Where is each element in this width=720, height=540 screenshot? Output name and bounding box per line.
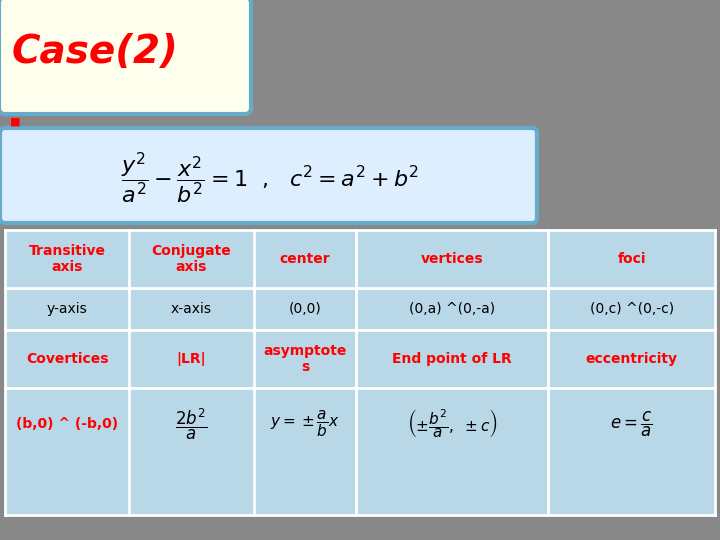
Text: $e = \dfrac{c}{a}$: $e = \dfrac{c}{a}$: [610, 409, 653, 438]
Text: foci: foci: [617, 252, 646, 266]
Text: ■: ■: [10, 117, 20, 127]
Text: $\dfrac{y^2}{a^2} - \dfrac{x^2}{b^2} = 1$  ,   $c^2 = a^2 + b^2$: $\dfrac{y^2}{a^2} - \dfrac{x^2}{b^2} = 1…: [121, 150, 419, 206]
Text: End point of LR: End point of LR: [392, 352, 512, 366]
Text: asymptote
s: asymptote s: [264, 344, 346, 374]
FancyBboxPatch shape: [0, 128, 537, 223]
Text: (0,c) ^(0,-c): (0,c) ^(0,-c): [590, 302, 674, 316]
Text: eccentricity: eccentricity: [585, 352, 678, 366]
Text: (b,0) ^ (-b,0): (b,0) ^ (-b,0): [16, 417, 118, 431]
Bar: [5, 230, 715, 515]
Text: x-axis: x-axis: [171, 302, 212, 316]
Text: |LR|: |LR|: [176, 352, 206, 366]
Text: $y = \pm\dfrac{a}{b}x$: $y = \pm\dfrac{a}{b}x$: [270, 409, 340, 439]
Text: Covertices: Covertices: [26, 352, 109, 366]
Text: center: center: [279, 252, 330, 266]
Text: Conjugate
axis: Conjugate axis: [151, 244, 231, 274]
Text: $\left(\pm\dfrac{b^2}{a},\ \pm c\right)$: $\left(\pm\dfrac{b^2}{a},\ \pm c\right)$: [407, 408, 498, 441]
Text: Transitive
axis: Transitive axis: [29, 244, 106, 274]
Text: y-axis: y-axis: [47, 302, 88, 316]
Text: (0,0): (0,0): [289, 302, 321, 316]
Text: vertices: vertices: [421, 252, 484, 266]
Text: $\dfrac{2b^2}{a}$: $\dfrac{2b^2}{a}$: [175, 406, 207, 442]
Text: (0,a) ^(0,-a): (0,a) ^(0,-a): [409, 302, 495, 316]
FancyBboxPatch shape: [0, 0, 251, 114]
Text: Case(2): Case(2): [12, 33, 179, 71]
